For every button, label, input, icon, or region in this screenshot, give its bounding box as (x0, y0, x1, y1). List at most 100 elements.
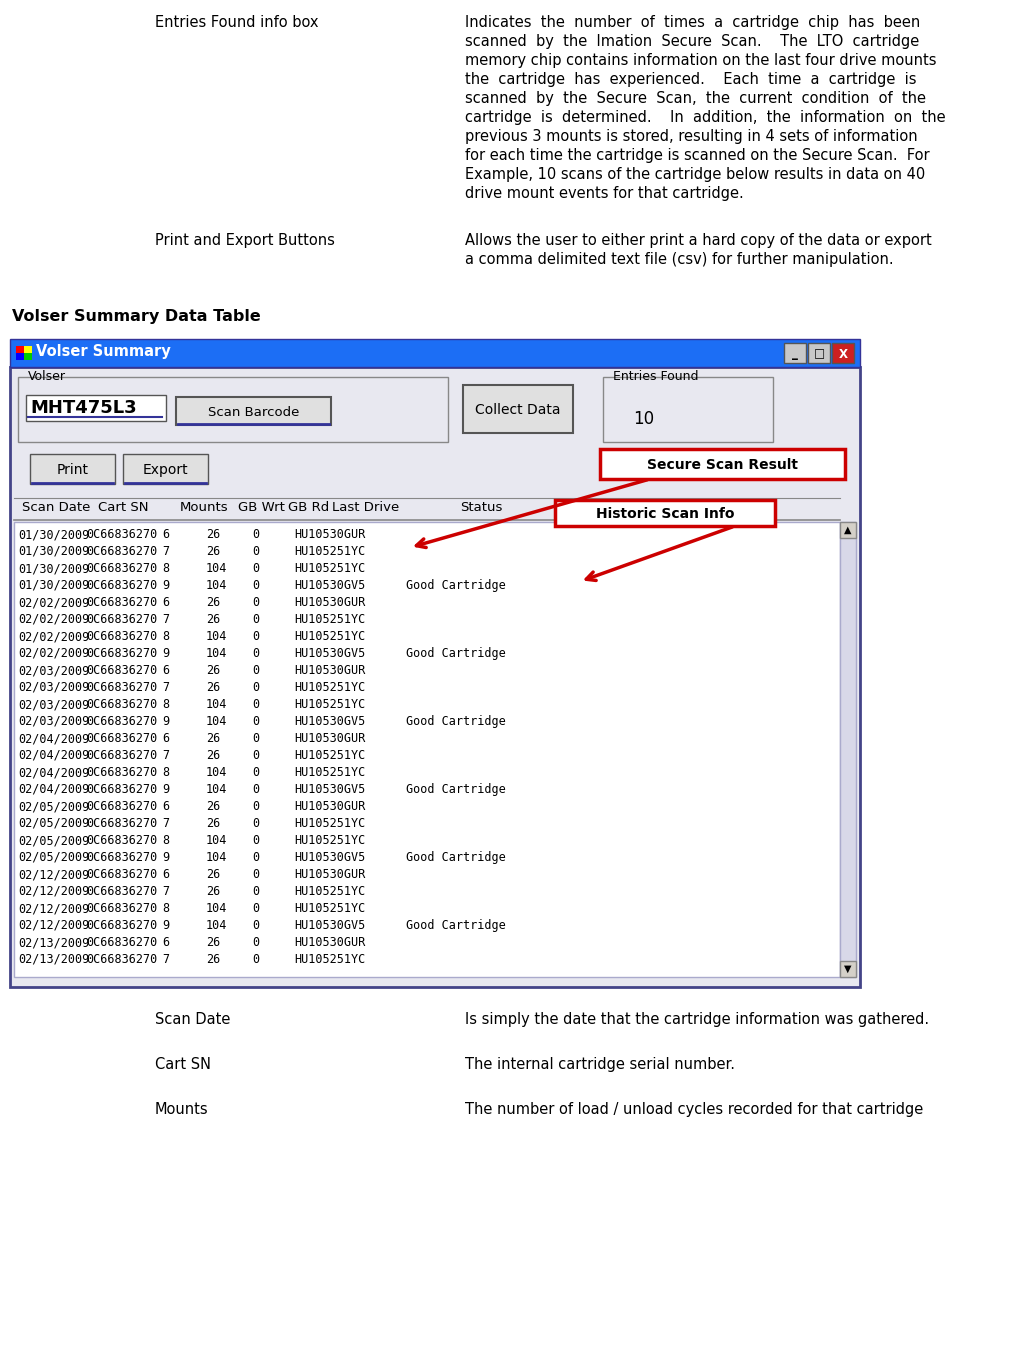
Text: 104: 104 (206, 834, 228, 846)
Text: HU10530GV5: HU10530GV5 (294, 783, 365, 796)
Text: 0: 0 (252, 801, 259, 813)
Text: Historic Scan Info: Historic Scan Info (596, 508, 734, 521)
Text: HU105251YC: HU105251YC (294, 749, 365, 761)
Bar (30, 454, 115, 485)
Text: 01/30/2009: 01/30/2009 (18, 545, 89, 558)
Text: Entries Found info box: Entries Found info box (155, 15, 319, 30)
Text: Secure Scan Result: Secure Scan Result (647, 458, 798, 472)
Bar (176, 397, 331, 425)
Bar (840, 522, 856, 539)
Text: 0C66836270: 0C66836270 (86, 886, 157, 898)
Text: 8: 8 (162, 562, 169, 575)
Text: 0C66836270: 0C66836270 (86, 801, 157, 813)
Bar (10, 339, 860, 367)
Text: HU105251YC: HU105251YC (294, 817, 365, 830)
Text: HU105251YC: HU105251YC (294, 698, 365, 711)
Text: 0: 0 (252, 664, 259, 676)
Text: 0C66836270: 0C66836270 (86, 834, 157, 846)
Text: memory chip contains information on the last four drive mounts: memory chip contains information on the … (465, 53, 937, 68)
Text: 02/12/2009: 02/12/2009 (18, 902, 89, 915)
Text: 26: 26 (206, 680, 220, 694)
Text: 0C66836270: 0C66836270 (86, 613, 157, 626)
Text: 02/12/2009: 02/12/2009 (18, 868, 89, 882)
Text: 6: 6 (162, 801, 169, 813)
Text: 0C66836270: 0C66836270 (86, 783, 157, 796)
Text: Allows the user to either print a hard copy of the data or export: Allows the user to either print a hard c… (465, 234, 932, 248)
Text: 02/03/2009: 02/03/2009 (18, 698, 89, 711)
Text: 0C66836270: 0C66836270 (86, 850, 157, 864)
Text: 0C66836270: 0C66836270 (86, 868, 157, 882)
Text: Good Cartridge: Good Cartridge (406, 579, 506, 593)
Text: 0C66836270: 0C66836270 (86, 817, 157, 830)
Text: 0C66836270: 0C66836270 (86, 528, 157, 541)
Text: 104: 104 (206, 850, 228, 864)
Text: 0C66836270: 0C66836270 (86, 716, 157, 728)
Text: HU105251YC: HU105251YC (294, 834, 365, 846)
Text: Indicates  the  number  of  times  a  cartridge  chip  has  been: Indicates the number of times a cartridg… (465, 15, 920, 30)
Text: 0: 0 (252, 595, 259, 609)
Text: 26: 26 (206, 545, 220, 558)
Bar (840, 522, 856, 977)
Text: 7: 7 (162, 613, 169, 626)
Text: 02/05/2009: 02/05/2009 (18, 834, 89, 846)
Text: 104: 104 (206, 902, 228, 915)
Text: Good Cartridge: Good Cartridge (406, 783, 506, 796)
Text: 10: 10 (633, 410, 654, 428)
Text: 8: 8 (162, 765, 169, 779)
Text: GB Rd: GB Rd (288, 501, 329, 514)
Text: 104: 104 (206, 783, 228, 796)
Text: Mounts: Mounts (155, 1102, 209, 1116)
Text: 26: 26 (206, 732, 220, 745)
Text: 8: 8 (162, 834, 169, 846)
Text: 104: 104 (206, 919, 228, 931)
Text: 0C66836270: 0C66836270 (86, 902, 157, 915)
Text: HU10530GUR: HU10530GUR (294, 732, 365, 745)
Text: HU10530GUR: HU10530GUR (294, 936, 365, 949)
Text: 6: 6 (162, 868, 169, 882)
Text: HU105251YC: HU105251YC (294, 953, 365, 967)
Text: HU10530GUR: HU10530GUR (294, 664, 365, 676)
Text: 9: 9 (162, 783, 169, 796)
Text: HU105251YC: HU105251YC (294, 765, 365, 779)
Text: 0: 0 (252, 765, 259, 779)
Text: the  cartridge  has  experienced.    Each  time  a  cartridge  is: the cartridge has experienced. Each time… (465, 72, 917, 86)
Text: HU10530GUR: HU10530GUR (294, 868, 365, 882)
Text: Good Cartridge: Good Cartridge (406, 647, 506, 660)
Text: 02/04/2009: 02/04/2009 (18, 749, 89, 761)
Text: scanned  by  the  Secure  Scan,  the  current  condition  of  the: scanned by the Secure Scan, the current … (465, 90, 926, 107)
Text: HU105251YC: HU105251YC (294, 545, 365, 558)
Text: 0C66836270: 0C66836270 (86, 765, 157, 779)
Text: GB Wrt: GB Wrt (238, 501, 285, 514)
Text: HU10530GV5: HU10530GV5 (294, 647, 365, 660)
Text: 02/13/2009: 02/13/2009 (18, 936, 89, 949)
Text: 0C66836270: 0C66836270 (86, 647, 157, 660)
Text: 7: 7 (162, 953, 169, 967)
Text: 02/05/2009: 02/05/2009 (18, 850, 89, 864)
Text: Volser Summary: Volser Summary (36, 344, 171, 359)
Text: Volser: Volser (28, 370, 66, 383)
Bar (463, 385, 573, 433)
Text: 26: 26 (206, 664, 220, 676)
Text: Scan Date: Scan Date (22, 501, 90, 514)
Text: 0C66836270: 0C66836270 (86, 936, 157, 949)
Text: previous 3 mounts is stored, resulting in 4 sets of information: previous 3 mounts is stored, resulting i… (465, 130, 918, 144)
Text: 7: 7 (162, 886, 169, 898)
Text: 0: 0 (252, 902, 259, 915)
Text: 0: 0 (252, 850, 259, 864)
Text: 0: 0 (252, 716, 259, 728)
Text: 104: 104 (206, 647, 228, 660)
Bar (16, 352, 24, 360)
Text: 02/02/2009: 02/02/2009 (18, 613, 89, 626)
Text: Print and Export Buttons: Print and Export Buttons (155, 234, 335, 248)
Bar (832, 343, 854, 363)
Text: _: _ (792, 347, 798, 360)
Text: 02/02/2009: 02/02/2009 (18, 595, 89, 609)
Text: 0: 0 (252, 579, 259, 593)
Text: 0: 0 (252, 647, 259, 660)
Text: 0C66836270: 0C66836270 (86, 680, 157, 694)
Text: 0: 0 (252, 749, 259, 761)
Text: 02/03/2009: 02/03/2009 (18, 716, 89, 728)
Text: 8: 8 (162, 630, 169, 643)
Bar (24, 352, 32, 360)
Text: 104: 104 (206, 562, 228, 575)
